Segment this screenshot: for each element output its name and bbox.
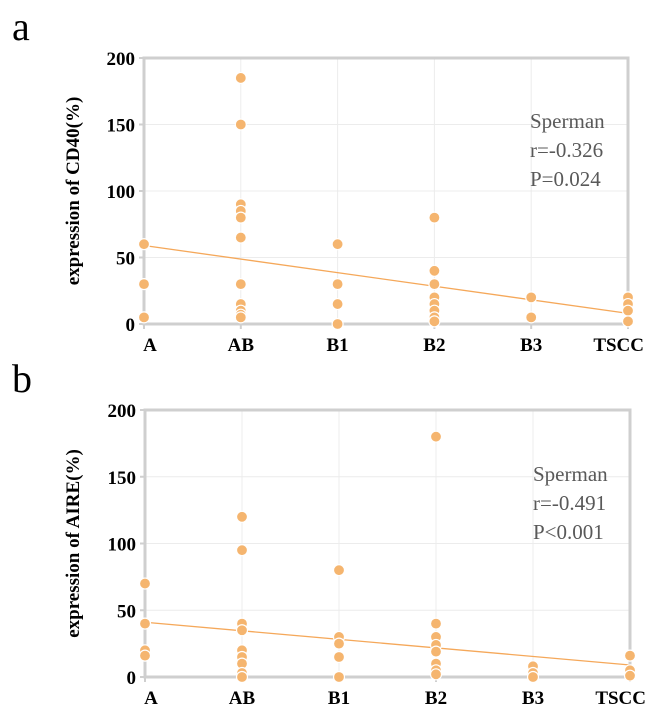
data-point	[623, 669, 637, 682]
x-tick-label: TSCC	[593, 335, 644, 356]
stat-annotation: Sperman	[533, 462, 608, 486]
data-point	[332, 670, 346, 684]
data-point	[138, 577, 152, 590]
x-tick-label: B3	[520, 335, 542, 356]
y-tick-label: 0	[127, 668, 137, 689]
data-point	[525, 311, 538, 324]
data-point	[234, 278, 247, 291]
data-point	[138, 617, 152, 630]
data-point	[235, 510, 249, 523]
data-point	[235, 544, 249, 557]
data-point	[332, 564, 346, 577]
y-tick-label: 200	[107, 49, 136, 70]
data-point	[234, 231, 247, 244]
x-tick-label: A	[143, 335, 157, 356]
data-point	[137, 238, 151, 251]
x-tick-label: AB	[228, 335, 255, 356]
data-point	[525, 291, 538, 304]
x-tick-label: AB	[229, 688, 256, 709]
data-point	[138, 649, 152, 662]
data-point	[234, 211, 247, 224]
trend-line	[144, 621, 631, 666]
panel-label: a	[12, 4, 30, 49]
data-point	[428, 278, 441, 291]
stat-annotation: r=-0.326	[530, 138, 603, 162]
y-tick-label: 100	[108, 535, 137, 556]
x-tick-label: B3	[522, 688, 544, 709]
data-point	[621, 304, 635, 317]
chart-panel-b: b 0 50 100 150 200 A AB B1 B2 B3 TSCC expression of …	[12, 356, 646, 709]
y-tick-label: 50	[117, 601, 136, 622]
data-point	[623, 649, 637, 662]
x-tick-label: TSCC	[595, 688, 646, 709]
data-point	[429, 617, 443, 630]
y-tick-label: 100	[107, 182, 136, 203]
data-point	[331, 278, 344, 291]
x-tick-label: B2	[425, 688, 447, 709]
data-point	[429, 430, 443, 443]
data-point	[429, 668, 443, 681]
stat-annotation: P<0.001	[533, 520, 604, 544]
data-point	[428, 315, 441, 328]
data-point	[332, 637, 346, 650]
data-point	[234, 311, 247, 324]
y-axis-label: expression of CD40(%)	[63, 97, 84, 286]
data-point	[428, 211, 441, 224]
y-tick-label: 50	[116, 249, 135, 270]
panel-label: b	[12, 356, 32, 401]
data-point	[137, 278, 151, 291]
data-point	[331, 317, 344, 331]
trend-line	[143, 244, 629, 315]
stat-annotation: r=-0.491	[533, 491, 606, 515]
data-point	[621, 315, 635, 328]
y-tick-label: 200	[108, 401, 137, 422]
stat-annotation: Sperman	[530, 109, 605, 133]
data-point	[234, 118, 247, 131]
data-point	[428, 264, 441, 277]
data-point	[429, 645, 443, 658]
y-tick-label: 150	[108, 468, 137, 489]
data-point	[526, 670, 540, 684]
data-point	[137, 311, 151, 324]
x-tick-label: B1	[327, 335, 349, 356]
y-tick-label: 0	[126, 315, 136, 336]
data-point	[332, 650, 346, 664]
data-point	[331, 297, 344, 311]
y-tick-label: 150	[107, 116, 136, 137]
data-point	[235, 670, 249, 684]
data-point	[234, 71, 247, 85]
data-point	[331, 238, 344, 251]
x-tick-label: A	[144, 688, 158, 709]
x-tick-label: B2	[423, 335, 445, 356]
stat-annotation: P=0.024	[530, 167, 601, 191]
y-axis-label: expression of AIRE(%)	[63, 449, 84, 638]
data-point	[235, 624, 249, 637]
x-tick-label: B1	[328, 688, 350, 709]
chart-panel-a: a 0 50 100 150 200 A AB B1 B2 B3 TSCC expression of …	[12, 4, 644, 356]
